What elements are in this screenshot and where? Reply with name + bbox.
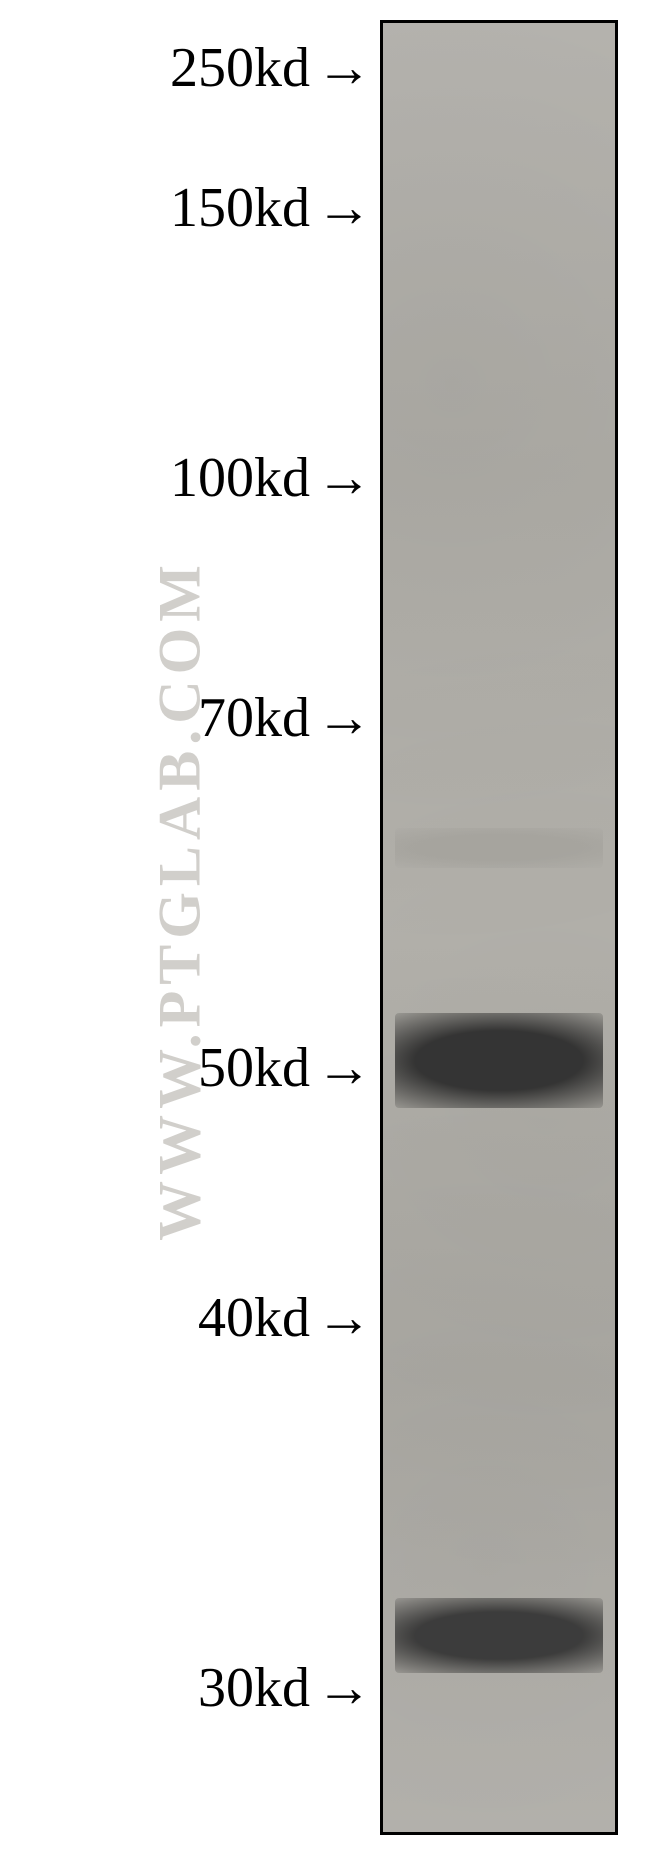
- mw-marker-label: 50kd: [198, 1036, 310, 1100]
- mw-marker: 250kd→: [0, 36, 372, 100]
- mw-marker-label: 70kd: [198, 686, 310, 750]
- mw-marker: 70kd→: [0, 686, 372, 750]
- arrow-icon: →: [316, 1290, 372, 1346]
- mw-marker: 30kd→: [0, 1656, 372, 1720]
- mw-marker-label: 250kd: [170, 36, 310, 100]
- band: [395, 1598, 604, 1673]
- arrow-icon: →: [316, 450, 372, 506]
- band: [395, 828, 604, 868]
- blot-container: WWW.PTGLAB.COM 250kd→150kd→100kd→70kd→50…: [0, 0, 650, 1855]
- arrow-icon: →: [316, 1040, 372, 1096]
- arrow-icon: →: [316, 40, 372, 96]
- arrow-icon: →: [316, 180, 372, 236]
- mw-marker: 100kd→: [0, 446, 372, 510]
- mw-marker-label: 40kd: [198, 1286, 310, 1350]
- mw-marker-label: 150kd: [170, 176, 310, 240]
- lane-background: [383, 23, 615, 1832]
- arrow-icon: →: [316, 690, 372, 746]
- band: [395, 1013, 604, 1108]
- mw-marker-label: 100kd: [170, 446, 310, 510]
- watermark-text: WWW.PTGLAB.COM: [146, 559, 215, 1241]
- blot-lane: [380, 20, 618, 1835]
- mw-marker: 40kd→: [0, 1286, 372, 1350]
- mw-marker: 50kd→: [0, 1036, 372, 1100]
- mw-marker-label: 30kd: [198, 1656, 310, 1720]
- mw-marker: 150kd→: [0, 176, 372, 240]
- arrow-icon: →: [316, 1660, 372, 1716]
